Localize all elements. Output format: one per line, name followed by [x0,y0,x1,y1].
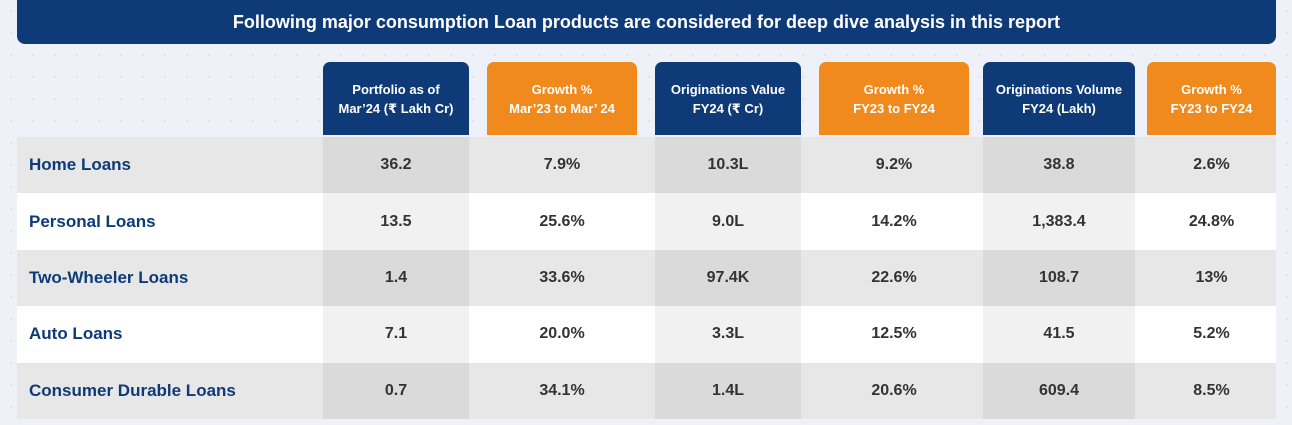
column-header-line1: Originations Volume [995,81,1123,97]
report-banner: Following major consumption Loan product… [17,0,1276,44]
column-header-line2: FY24 (Lakh) [1022,100,1096,116]
banner-title: Following major consumption Loan product… [232,11,1061,32]
table-cell: 2.6% [1193,156,1230,174]
column-header-line2: FY23 to FY24 [853,100,935,116]
table-cell: 1.4 [323,249,469,307]
table-cell: 609.4 [983,362,1135,419]
row-label: Two-Wheeler Loans [29,267,189,287]
table-cell: 10.3L [655,137,801,194]
table-row: Consumer Durable Loans 0.7 34.1% 1.4L 20… [17,362,1276,419]
column-header-portfolio: Portfolio as of Mar’24 (₹ Lakh Cr) [323,62,469,135]
column-header-line1: Growth % [1181,81,1242,97]
table-cell: 33.6% [539,268,585,286]
table-cell: 9.2% [875,156,913,174]
table-row: Home Loans 36.2 7.9% 10.3L 9.2% 38.8 2.6… [17,137,1276,194]
table-cell: 0.7 [323,362,469,419]
table-cell: 41.5 [983,306,1135,363]
table-cell: 36.2 [323,137,469,194]
table-cell: 13.5 [323,193,469,250]
column-header-value-growth: Growth % FY23 to FY24 [819,62,969,135]
table-cell: 108.7 [983,249,1135,307]
table-cell: 14.2% [871,212,917,230]
table-cell: 7.1 [323,306,469,363]
column-header-originations-value: Originations Value FY24 (₹ Cr) [655,62,801,135]
table-cell: 7.9% [543,156,581,174]
column-header-line2: Mar’24 (₹ Lakh Cr) [338,100,454,116]
table-cell: 97.4K [655,249,801,307]
loan-products-table: Home Loans 36.2 7.9% 10.3L 9.2% 38.8 2.6… [17,137,1276,419]
column-header-line1: Portfolio as of [352,81,440,97]
table-cell: 3.3L [655,306,801,363]
table-cell: 12.5% [871,325,917,343]
table-cell: 34.1% [539,381,585,399]
table-row: Two-Wheeler Loans 1.4 33.6% 97.4K 22.6% … [17,249,1276,307]
table-cell: 13% [1195,268,1228,286]
table-cell: 38.8 [983,137,1135,194]
column-header-line2: FY23 to FY24 [1170,100,1253,116]
table-row: Personal Loans 13.5 25.6% 9.0L 14.2% 1,3… [17,193,1276,250]
column-header-line2: Mar’23 to Mar’ 24 [509,100,615,116]
table-cell: 20.6% [871,381,917,399]
row-label: Home Loans [29,155,132,175]
column-header-portfolio-growth: Growth % Mar’23 to Mar’ 24 [487,62,637,135]
column-header-volume-growth: Growth % FY23 to FY24 [1147,62,1276,135]
column-header-line2: FY24 (₹ Cr) [692,100,764,116]
row-label: Auto Loans [29,324,123,344]
table-cell: 1.4L [655,362,801,419]
row-label: Personal Loans [29,211,156,231]
table-cell: 8.5% [1193,381,1230,399]
column-header-originations-volume: Originations Volume FY24 (Lakh) [983,62,1135,135]
column-header-line1: Originations Value [670,81,786,97]
table-cell: 24.8% [1188,212,1235,230]
row-label: Consumer Durable Loans [29,380,236,400]
table-cell: 9.0L [655,193,801,250]
table-cell: 20.0% [539,325,585,343]
table-cell: 1,383.4 [983,193,1135,250]
table-cell: 22.6% [871,268,917,286]
column-header-line1: Growth % [531,81,593,97]
table-cell: 5.2% [1193,325,1230,343]
column-header-line1: Growth % [863,81,925,97]
table-row: Auto Loans 7.1 20.0% 3.3L 12.5% 41.5 5.2… [17,306,1276,363]
table-cell: 25.6% [539,212,585,230]
